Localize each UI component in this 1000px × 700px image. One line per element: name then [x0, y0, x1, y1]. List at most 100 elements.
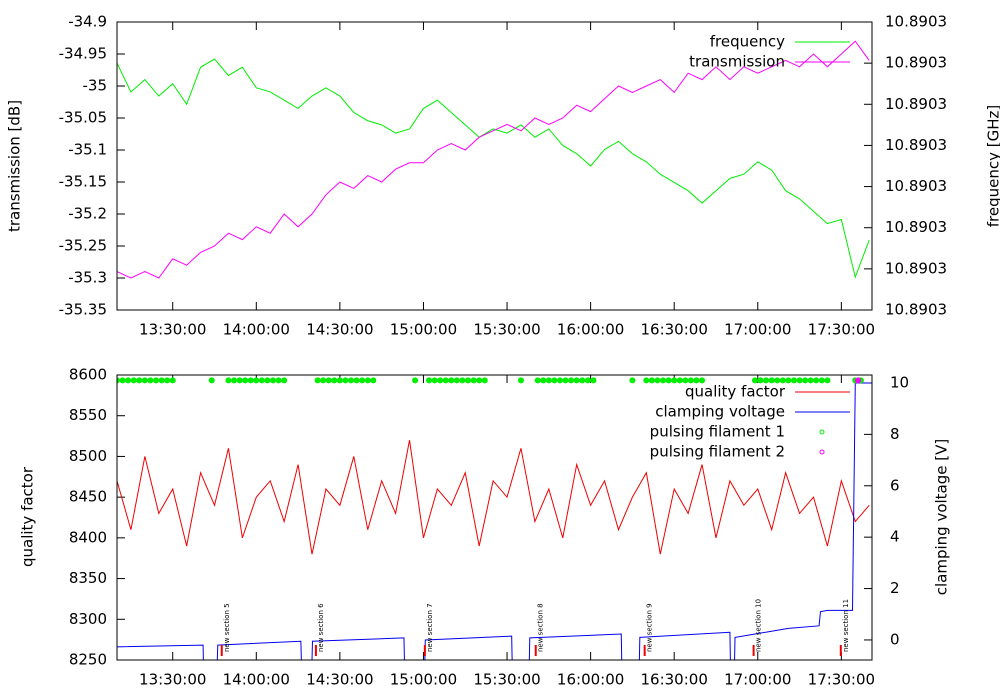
data-point	[785, 377, 792, 384]
data-point	[437, 377, 444, 384]
x-tick-label: 15:00:00	[390, 671, 457, 689]
data-point	[141, 377, 148, 384]
data-point	[231, 377, 238, 384]
annotation: new section 6	[317, 603, 325, 652]
data-point	[476, 377, 483, 384]
x-tick-label: 14:00:00	[223, 671, 290, 689]
legend-swatch	[819, 429, 825, 435]
data-point	[314, 377, 321, 384]
data-point	[813, 377, 820, 384]
x-tick-label: 16:30:00	[641, 671, 708, 689]
data-point	[665, 377, 672, 384]
data-point	[236, 377, 243, 384]
data-line	[117, 58, 870, 279]
data-point	[551, 377, 558, 384]
data-point	[281, 377, 288, 384]
plot-area	[117, 40, 870, 279]
data-point	[556, 377, 563, 384]
data-point	[164, 377, 171, 384]
legend-label: clamping voltage	[655, 403, 785, 421]
data-point	[348, 377, 355, 384]
legend-label: quality factor	[685, 383, 786, 401]
data-point	[779, 377, 786, 384]
annotation: new section 5	[223, 603, 231, 652]
y-tick-label: 8550	[69, 406, 107, 424]
data-point	[412, 377, 419, 384]
data-point	[320, 377, 327, 384]
legend-label: pulsing filament 1	[650, 423, 785, 441]
data-point	[568, 377, 575, 384]
y-tick-label: -35.35	[59, 301, 107, 319]
data-point	[671, 377, 678, 384]
data-point	[481, 377, 488, 384]
data-point	[629, 377, 636, 384]
data-point	[325, 377, 332, 384]
data-point	[545, 377, 552, 384]
data-point	[774, 377, 781, 384]
data-point	[158, 377, 165, 384]
data-point	[534, 377, 541, 384]
plot-frame	[116, 21, 873, 311]
data-point	[136, 377, 143, 384]
annotation: new section 7	[426, 603, 434, 652]
data-point	[802, 377, 809, 384]
y2-tick-label: 10.8903	[885, 95, 947, 113]
data-point	[117, 377, 120, 384]
y2-axis-label: clamping voltage [V]	[933, 439, 951, 595]
x-tick-label: 14:30:00	[306, 671, 373, 689]
data-point	[768, 377, 775, 384]
y-tick-label: 8350	[69, 569, 107, 587]
data-point	[253, 377, 260, 384]
y2-tick-label: 6	[890, 476, 900, 494]
x-tick-label: 17:00:00	[724, 321, 791, 339]
y2-tick-label: 2	[890, 579, 900, 597]
data-point	[687, 377, 694, 384]
plot-frame	[116, 374, 873, 661]
data-point	[353, 377, 360, 384]
legend-label: frequency	[710, 33, 785, 51]
x-tick-label: 17:30:00	[808, 321, 875, 339]
x-tick-label: 15:30:00	[473, 671, 540, 689]
annotation: new section 8	[537, 603, 545, 652]
data-point	[370, 377, 377, 384]
y-axis-label: quality factor	[19, 466, 37, 567]
legend-label: transmission	[689, 53, 785, 71]
data-point	[459, 377, 466, 384]
y-tick-label: -34.9	[68, 13, 107, 31]
data-point	[258, 377, 265, 384]
data-point	[693, 377, 700, 384]
data-point	[654, 377, 661, 384]
y-tick-label: -35.05	[59, 109, 107, 127]
data-point	[225, 377, 232, 384]
data-line	[117, 40, 870, 279]
y2-tick-label: 4	[890, 528, 900, 546]
data-point	[540, 377, 547, 384]
data-point	[264, 377, 271, 384]
data-point	[573, 377, 580, 384]
data-point	[242, 377, 249, 384]
y-tick-label: 8450	[69, 488, 107, 506]
data-point	[336, 377, 343, 384]
y2-tick-label: 10.8903	[885, 13, 947, 31]
data-point	[342, 377, 349, 384]
y2-tick-label: 10.8903	[885, 54, 947, 72]
data-point	[699, 377, 706, 384]
data-point	[517, 377, 524, 384]
y2-tick-label: 10.8903	[885, 136, 947, 154]
y2-axis-label: frequency [GHz]	[985, 105, 1000, 227]
y2-tick-label: 10.8903	[885, 301, 947, 319]
data-point	[426, 377, 433, 384]
data-point	[208, 377, 215, 384]
data-point	[562, 377, 569, 384]
y-tick-label: 8600	[69, 366, 107, 384]
data-point	[660, 377, 667, 384]
y2-tick-label: 10.8903	[885, 259, 947, 277]
data-point	[359, 377, 366, 384]
data-point	[790, 377, 797, 384]
x-tick-label: 13:30:00	[139, 671, 206, 689]
legend-label: pulsing filament 2	[650, 443, 785, 461]
data-point	[270, 377, 277, 384]
y-tick-label: -35.1	[68, 141, 107, 159]
x-tick-label: 16:00:00	[557, 321, 624, 339]
